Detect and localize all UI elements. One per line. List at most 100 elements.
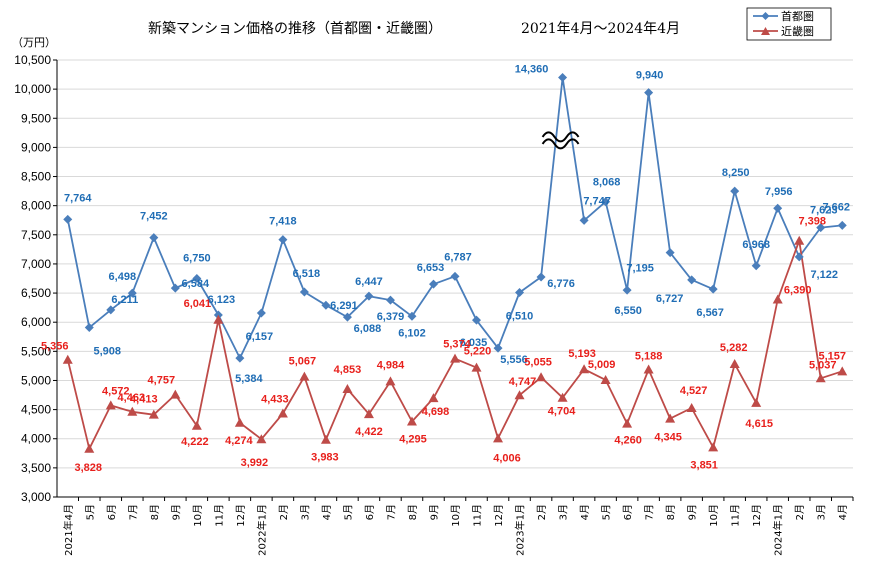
x-tick-label: 2024年1月 [772,504,785,556]
data-label-kinki: 4,984 [377,359,405,371]
y-tick-label: 6,000 [21,315,51,329]
data-label-kinki: 4,747 [509,376,537,388]
data-label-kinki: 4,853 [334,364,362,376]
x-tick-label: 2月 [278,504,290,520]
data-label-tokyo: 7,956 [765,186,793,198]
legend-label-kinki: 近畿圏 [781,24,814,38]
data-point-tokyo [63,214,73,224]
data-point-tokyo [192,274,202,283]
x-tick-label: 11月 [730,504,742,527]
data-label-kinki: 4,222 [181,436,209,448]
x-tick-label: 9月 [687,504,699,520]
data-point-kinki [84,443,95,453]
data-point-tokyo [644,88,654,98]
data-point-kinki [643,364,654,374]
data-label-tokyo: 6,550 [614,305,642,317]
x-tick-label: 4月 [321,504,333,520]
data-label-kinki: 4,295 [399,434,427,446]
data-point-kinki [493,433,504,443]
y-tick-label: 6,500 [21,286,51,300]
data-point-tokyo [687,275,697,285]
data-point-kinki [277,408,288,418]
data-label-kinki: 4,527 [680,385,708,397]
data-point-tokyo [816,223,826,233]
data-label-kinki: 6,390 [784,284,812,296]
data-label-tokyo: 5,908 [94,346,122,358]
x-tick-label: 7月 [127,504,139,520]
x-tick-label: 4月 [837,504,849,520]
data-point-kinki [363,409,374,419]
data-point-kinki [471,362,482,372]
x-tick-label: 6月 [622,504,634,520]
data-label-tokyo: 6,510 [506,310,534,322]
x-tick-label: 10月 [450,504,462,527]
data-label-tokyo: 6,291 [330,300,358,312]
data-label-kinki: 5,009 [588,359,616,371]
data-point-tokyo [84,323,94,333]
data-point-tokyo [794,252,804,262]
data-label-kinki: 3,992 [241,457,269,469]
y-tick-label: 10,000 [14,82,51,96]
x-tick-label: 11月 [472,504,484,527]
x-tick-label: 4月 [579,504,591,520]
y-tick-label: 7,500 [21,228,51,242]
x-tick-label: 5月 [601,504,613,520]
data-point-tokyo [622,285,632,295]
data-point-kinki [794,235,805,245]
data-label-tokyo: 7,662 [822,201,850,213]
data-label-tokyo: 7,747 [583,195,611,207]
data-point-kinki [406,416,417,426]
x-tick-label: 9月 [428,504,440,520]
data-point-tokyo [342,312,352,322]
data-label-kinki: 5,220 [464,346,492,358]
data-label-tokyo: 7,764 [64,192,92,204]
data-point-tokyo [536,272,546,282]
data-label-kinki: 4,572 [102,385,130,397]
data-point-tokyo [730,186,740,196]
data-label-tokyo: 6,776 [547,278,575,290]
x-tick-label: 2021年4月 [62,504,75,556]
data-label-kinki: 4,757 [148,375,176,387]
data-label-tokyo: 6,653 [417,262,445,274]
data-point-kinki [342,384,353,394]
data-label-kinki: 3,983 [311,452,339,464]
x-tick-label: 6月 [364,504,376,520]
data-label-tokyo: 6,584 [182,278,210,290]
y-tick-label: 9,500 [21,111,51,125]
y-tick-label: 3,000 [21,490,51,504]
data-label-tokyo: 6,518 [293,268,321,280]
x-axis-ticks: 2021年4月 5月 6月 7月 8月 9月 10月 11月 12月 2022年1月 2月 3月 4月 5… [62,497,854,556]
data-point-kinki [751,397,762,407]
break-squiggle-upper [541,131,580,143]
x-tick-label: 10月 [192,504,204,527]
legend-box [746,7,832,41]
data-point-kinki [450,353,460,363]
data-label-kinki: 4,433 [261,394,289,406]
data-labels: 7,764 5,908 6,211 6,498 7,452 6,584 6,750 6,123… [41,63,850,473]
y-tick-label: 7,000 [21,257,51,271]
data-label-tokyo: 6,787 [444,251,472,263]
y-tick-label: 8,000 [21,199,51,213]
data-point-tokyo [428,279,438,289]
break-squiggle-lower [541,138,580,150]
legend-triangle-icon [761,27,770,35]
data-point-tokyo [450,271,460,281]
y-tick-label: 5,000 [21,373,51,387]
y-tick-label: 4,000 [21,432,51,446]
data-point-tokyo [256,308,266,318]
data-point-kinki [514,390,525,400]
x-tick-label: 3月 [558,504,570,520]
data-point-tokyo [299,287,309,297]
data-point-kinki [536,372,547,382]
data-label-tokyo: 7,195 [626,263,654,275]
data-label-tokyo: 5,384 [235,373,263,385]
data-point-kinki [127,406,138,416]
data-label-kinki: 4,704 [548,406,576,418]
data-label-tokyo: 7,418 [269,216,297,228]
data-point-kinki [105,400,116,410]
data-point-kinki [256,434,267,444]
data-point-tokyo [106,305,116,315]
data-label-tokyo: 7,623 [810,205,838,217]
gridlines [57,59,853,498]
